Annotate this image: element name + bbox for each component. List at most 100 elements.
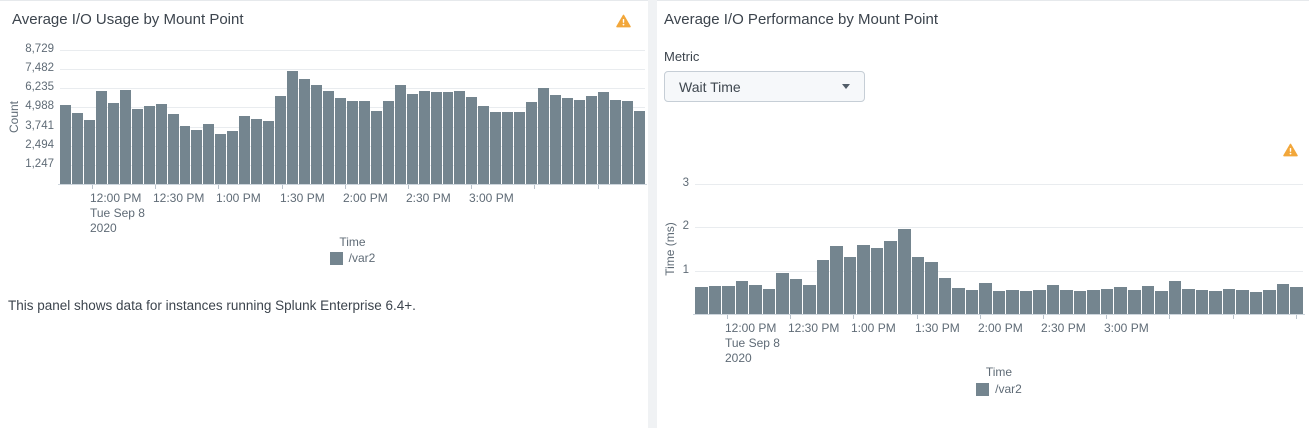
bar[interactable] [1263, 290, 1276, 314]
bar[interactable] [735, 281, 749, 314]
bar[interactable] [762, 289, 776, 314]
chart-legend[interactable]: /var2 [695, 382, 1303, 396]
bar[interactable] [1155, 291, 1168, 314]
bar[interactable] [526, 102, 538, 184]
bar[interactable] [1222, 289, 1236, 314]
bar[interactable] [1182, 289, 1195, 314]
bar[interactable] [1249, 292, 1263, 314]
chart-legend[interactable]: /var2 [60, 251, 645, 265]
bar[interactable] [938, 278, 952, 314]
bar[interactable] [299, 79, 311, 184]
bar[interactable] [143, 106, 155, 184]
y-tick-label: 2,494 [25, 138, 54, 151]
bar[interactable] [191, 130, 203, 184]
bar[interactable] [466, 97, 478, 184]
bar[interactable] [789, 279, 803, 314]
bar[interactable] [1073, 291, 1087, 314]
bar[interactable] [992, 291, 1006, 314]
bar[interactable] [358, 101, 370, 184]
bar[interactable] [203, 124, 215, 184]
warning-icon[interactable] [1283, 143, 1298, 157]
bar[interactable] [1046, 285, 1060, 314]
bar[interactable] [550, 95, 562, 184]
bar[interactable] [708, 286, 722, 314]
bar[interactable] [857, 245, 870, 314]
bar[interactable] [454, 91, 466, 184]
bar[interactable] [478, 106, 490, 184]
bar[interactable] [925, 262, 938, 314]
bar[interactable] [830, 246, 843, 314]
bar[interactable] [394, 85, 406, 184]
bar[interactable] [585, 96, 597, 184]
bar[interactable] [816, 260, 830, 314]
bar[interactable] [490, 112, 502, 184]
bar[interactable] [1141, 286, 1155, 314]
bar[interactable] [952, 288, 965, 314]
bar[interactable] [965, 290, 979, 314]
bar[interactable] [179, 126, 191, 184]
bar[interactable] [514, 112, 526, 184]
bar[interactable] [322, 91, 334, 184]
bar[interactable] [1006, 290, 1019, 314]
bar[interactable] [979, 283, 992, 314]
bar[interactable] [83, 120, 95, 184]
bar[interactable] [843, 257, 857, 314]
bar[interactable] [215, 134, 227, 184]
bar[interactable] [911, 257, 925, 314]
bar[interactable] [60, 105, 71, 184]
bar[interactable] [1019, 291, 1033, 314]
warning-icon[interactable] [616, 14, 631, 28]
bar[interactable] [609, 100, 621, 184]
bar[interactable] [95, 91, 107, 184]
bar[interactable] [382, 101, 394, 184]
bar[interactable] [227, 131, 239, 184]
bar[interactable] [239, 116, 251, 184]
bar[interactable] [695, 287, 708, 314]
bar[interactable] [430, 92, 442, 184]
bar[interactable] [1290, 287, 1303, 314]
bar[interactable] [1276, 284, 1290, 314]
bar[interactable] [621, 101, 633, 184]
bar[interactable] [263, 121, 275, 184]
bar[interactable] [275, 96, 287, 184]
bar[interactable] [442, 92, 454, 184]
bar[interactable] [334, 98, 346, 184]
bar[interactable] [573, 100, 585, 184]
bar[interactable] [71, 113, 83, 184]
bar[interactable] [346, 101, 358, 184]
bar[interactable] [1060, 290, 1073, 314]
bar[interactable] [722, 286, 735, 314]
bar[interactable] [167, 114, 179, 184]
bar[interactable] [538, 88, 550, 184]
bar[interactable] [418, 91, 430, 184]
bar[interactable] [1209, 291, 1222, 314]
bar[interactable] [287, 71, 299, 184]
bar[interactable] [107, 103, 119, 184]
bar[interactable] [776, 273, 789, 314]
bar[interactable] [406, 94, 418, 184]
bar[interactable] [155, 104, 167, 184]
bar[interactable] [311, 85, 322, 184]
bar[interactable] [562, 98, 573, 184]
bar[interactable] [749, 285, 762, 314]
bar[interactable] [131, 109, 143, 184]
metric-dropdown[interactable]: Wait Time [664, 71, 865, 102]
bar[interactable] [1114, 287, 1127, 314]
bar[interactable] [884, 241, 897, 314]
bar[interactable] [870, 248, 884, 314]
bar[interactable] [1128, 290, 1141, 314]
bar[interactable] [370, 111, 382, 184]
bar[interactable] [502, 112, 514, 184]
bar[interactable] [1195, 290, 1209, 314]
bar[interactable] [633, 111, 645, 184]
bar[interactable] [1168, 281, 1182, 314]
bar[interactable] [1087, 290, 1100, 314]
bar[interactable] [1236, 290, 1249, 314]
bar[interactable] [803, 285, 816, 314]
bar[interactable] [1100, 289, 1114, 314]
bar[interactable] [897, 229, 911, 314]
bar[interactable] [251, 119, 263, 184]
bar[interactable] [1033, 290, 1046, 314]
bar[interactable] [597, 92, 609, 184]
bar[interactable] [119, 90, 131, 184]
